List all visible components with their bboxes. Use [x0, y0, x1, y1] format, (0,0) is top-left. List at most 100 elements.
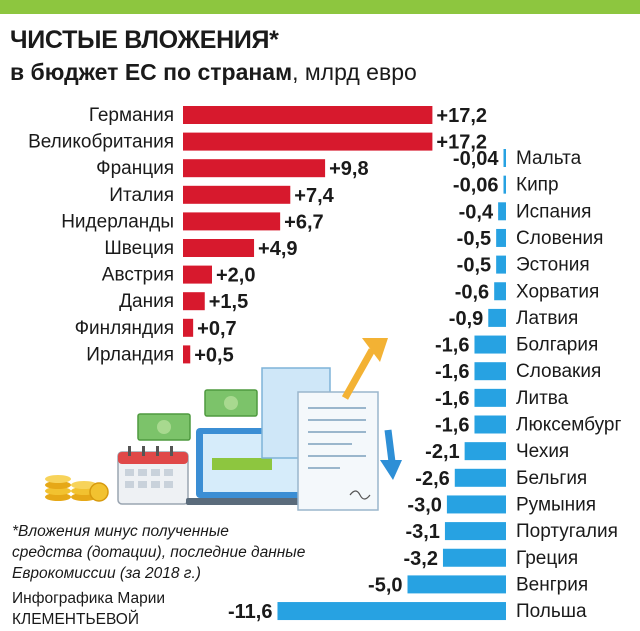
value-label: -5,0	[368, 574, 402, 596]
country-label: Чехия	[516, 441, 569, 462]
country-label: Словакия	[516, 361, 601, 382]
country-label: Болгария	[516, 335, 598, 356]
subtitle-unit: , млрд евро	[292, 59, 417, 85]
value-label: +17,2	[436, 105, 487, 127]
bar-positive	[183, 185, 291, 204]
value-label: -2,6	[415, 468, 449, 490]
country-label: Ирландия	[86, 344, 174, 365]
value-label: +9,8	[329, 158, 368, 180]
country-label: Италия	[109, 185, 174, 206]
country-label: Бельгия	[516, 468, 587, 489]
coins-icon	[45, 475, 109, 502]
value-label: -1,6	[435, 361, 469, 383]
country-label: Польша	[516, 601, 587, 622]
country-label: Эстония	[516, 255, 590, 276]
footnote-line-3: Еврокомиссии (за 2018 г.)	[12, 565, 201, 582]
value-label: +2,0	[216, 265, 255, 287]
author-credit: Инфографика Марии КЛЕМЕНТЬЕВОЙ	[12, 588, 165, 630]
bar-negative	[474, 362, 506, 381]
value-label: -0,04	[453, 148, 499, 170]
bar-positive	[183, 318, 194, 337]
calendar-icon	[117, 446, 189, 505]
value-label: -3,2	[403, 548, 437, 570]
credit-line-1: Инфографика Марии	[12, 590, 166, 607]
bar-negative	[474, 415, 506, 434]
banknote-icon	[137, 389, 258, 441]
bar-positive	[183, 292, 205, 311]
country-label: Кипр	[516, 175, 559, 196]
value-label: +7,4	[294, 185, 334, 207]
country-label: Дания	[119, 291, 174, 312]
bar-negative	[446, 495, 506, 514]
bar-negative	[496, 228, 506, 247]
country-label: Франция	[96, 158, 174, 179]
value-label: -11,6	[228, 601, 272, 623]
country-label: Греция	[516, 548, 578, 569]
country-label: Мальта	[516, 148, 582, 169]
country-label: Швеция	[104, 238, 174, 259]
arrow-down-icon	[380, 429, 402, 480]
bar-negative	[474, 335, 506, 354]
value-label: +0,5	[194, 344, 233, 366]
chart-subtitle: в бюджет ЕС по странам, млрд евро	[10, 59, 417, 86]
country-label: Испания	[516, 201, 591, 222]
bar-positive	[183, 265, 212, 284]
footnote-line-1: *Вложения минус полученные	[12, 523, 229, 540]
bar-negative	[503, 175, 506, 194]
value-label: -3,0	[407, 494, 441, 516]
bar-negative	[488, 308, 506, 327]
positive-bars-group: Германия +17,2 Великобритания +17,2 Франция +…	[28, 105, 487, 366]
country-label: Люксембург	[516, 415, 621, 436]
value-label: -3,1	[405, 521, 439, 543]
negative-bars-group: -0,04 Мальта -0,06 Кипр -0,4 Испания -0,5 Слове…	[228, 148, 621, 623]
country-label: Финляндия	[75, 318, 174, 339]
value-label: +0,7	[197, 318, 236, 340]
subtitle-bold: в бюджет ЕС по странам	[10, 59, 293, 85]
value-label: -2,1	[425, 441, 459, 463]
country-label: Венгрия	[516, 574, 588, 595]
chart-title: ЧИСТЫЕ ВЛОЖЕНИЯ*	[10, 26, 279, 54]
value-label: -0,5	[457, 255, 491, 277]
document-icon	[261, 367, 379, 511]
value-label: -1,6	[435, 388, 469, 410]
country-label: Румыния	[516, 494, 596, 515]
country-label: Литва	[516, 388, 569, 409]
footnote-line-2: средства (дотации), последние данные	[12, 544, 306, 561]
bar-positive	[183, 212, 281, 231]
bar-positive	[183, 132, 433, 151]
country-label: Латвия	[516, 308, 578, 329]
value-label: -0,06	[453, 175, 499, 197]
credit-line-2: КЛЕМЕНТЬЕВОЙ	[12, 611, 139, 628]
bar-negative	[498, 202, 506, 221]
value-label: -0,6	[455, 281, 489, 303]
value-label: -0,9	[449, 308, 483, 330]
value-label: +4,9	[258, 238, 297, 260]
bar-negative	[464, 442, 506, 461]
bar-positive	[183, 345, 191, 364]
bar-negative	[454, 468, 506, 487]
value-label: -1,6	[435, 415, 469, 437]
footnote: *Вложения минус полученные средства (дот…	[12, 521, 372, 584]
finance-illustration	[45, 338, 402, 511]
bar-positive	[183, 159, 326, 178]
value-label: +6,7	[284, 211, 323, 233]
arrow-up-icon	[341, 338, 388, 400]
value-label: -0,4	[459, 201, 494, 223]
bar-negative	[442, 548, 506, 567]
value-label: -1,6	[435, 335, 469, 357]
country-label: Португалия	[516, 521, 618, 542]
country-label: Германия	[89, 105, 174, 126]
bar-positive	[183, 106, 433, 124]
bar-negative	[277, 602, 506, 621]
bar-negative	[407, 575, 506, 594]
bar-negative	[444, 522, 506, 541]
bar-negative	[474, 388, 506, 407]
bar-negative	[494, 282, 506, 301]
laptop-icon	[186, 428, 326, 505]
value-label: -0,5	[457, 228, 491, 250]
country-label: Словения	[516, 228, 603, 249]
bar-positive	[183, 239, 255, 257]
bar-negative	[503, 149, 506, 167]
value-label: +1,5	[209, 291, 248, 313]
